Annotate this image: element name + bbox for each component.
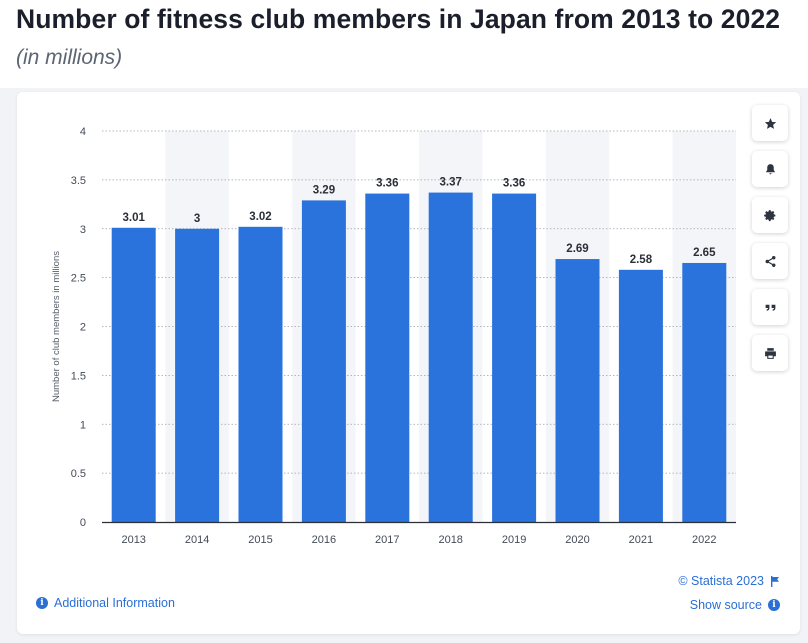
y-tick-label: 1.5 — [71, 370, 86, 382]
x-tick-label: 2017 — [375, 534, 399, 546]
x-tick-label: 2013 — [121, 534, 145, 546]
x-tick-label: 2014 — [185, 534, 209, 546]
x-tick-label: 2015 — [248, 534, 272, 546]
bar — [492, 193, 537, 522]
x-tick-label: 2020 — [565, 534, 589, 546]
star-icon — [764, 117, 776, 129]
data-label: 3.29 — [313, 184, 335, 196]
page-subtitle: (in millions) — [16, 46, 123, 69]
favorite-button[interactable] — [752, 105, 788, 141]
data-label: 2.69 — [566, 243, 588, 255]
header: Number of fitness club members in Japan … — [0, 0, 808, 88]
data-label: 3.01 — [123, 212, 146, 224]
gear-icon — [763, 209, 775, 221]
data-label: 2.65 — [693, 247, 716, 259]
y-axis-title: Number of club members in millions — [51, 251, 62, 402]
quote-icon — [765, 304, 775, 311]
bar — [365, 193, 410, 522]
flag-icon — [771, 575, 779, 587]
additional-information-link[interactable]: i Additional Information — [36, 596, 175, 610]
settings-button[interactable] — [752, 197, 788, 233]
data-label: 3.36 — [503, 178, 525, 190]
y-tick-label: 3 — [80, 224, 86, 236]
bar — [555, 259, 600, 522]
data-label: 3.37 — [440, 177, 462, 189]
info-icon: i — [36, 597, 48, 609]
info-icon: i — [768, 599, 780, 611]
bar — [111, 227, 156, 522]
data-label: 3.36 — [376, 178, 398, 190]
bar — [682, 262, 727, 522]
print-button[interactable] — [752, 335, 788, 371]
y-tick-label: 2 — [80, 322, 86, 334]
share-icon — [765, 255, 775, 267]
data-label: 2.58 — [630, 254, 653, 266]
bell-icon — [765, 163, 775, 174]
bar — [428, 192, 473, 522]
x-tick-label: 2019 — [502, 534, 526, 546]
notification-button[interactable] — [752, 151, 788, 187]
y-tick-label: 1 — [80, 419, 86, 431]
y-tick-label: 3.5 — [71, 175, 86, 187]
print-icon — [764, 347, 776, 359]
y-tick-label: 2.5 — [71, 273, 86, 285]
bar — [238, 226, 283, 523]
show-source-link[interactable]: Show source i — [690, 598, 780, 612]
page-title: Number of fitness club members in Japan … — [16, 4, 781, 34]
x-tick-label: 2018 — [438, 534, 462, 546]
data-label: 3 — [194, 213, 200, 225]
copyright-label: © Statista 2023 — [678, 574, 764, 588]
copyright: © Statista 2023 — [678, 574, 780, 588]
x-tick-label: 2022 — [692, 534, 716, 546]
show-source-label: Show source — [689, 598, 762, 612]
share-button[interactable] — [752, 243, 788, 279]
y-tick-label: 0 — [80, 517, 86, 529]
bar — [175, 228, 220, 522]
bar — [618, 269, 663, 522]
bar — [301, 200, 346, 522]
data-label: 3.02 — [249, 211, 271, 223]
x-tick-label: 2021 — [629, 534, 653, 546]
y-tick-label: 4 — [80, 126, 86, 138]
y-tick-label: 0.5 — [71, 468, 86, 480]
cite-button[interactable] — [752, 289, 788, 325]
additional-information-label: Additional Information — [54, 596, 175, 610]
x-tick-label: 2016 — [312, 534, 336, 546]
